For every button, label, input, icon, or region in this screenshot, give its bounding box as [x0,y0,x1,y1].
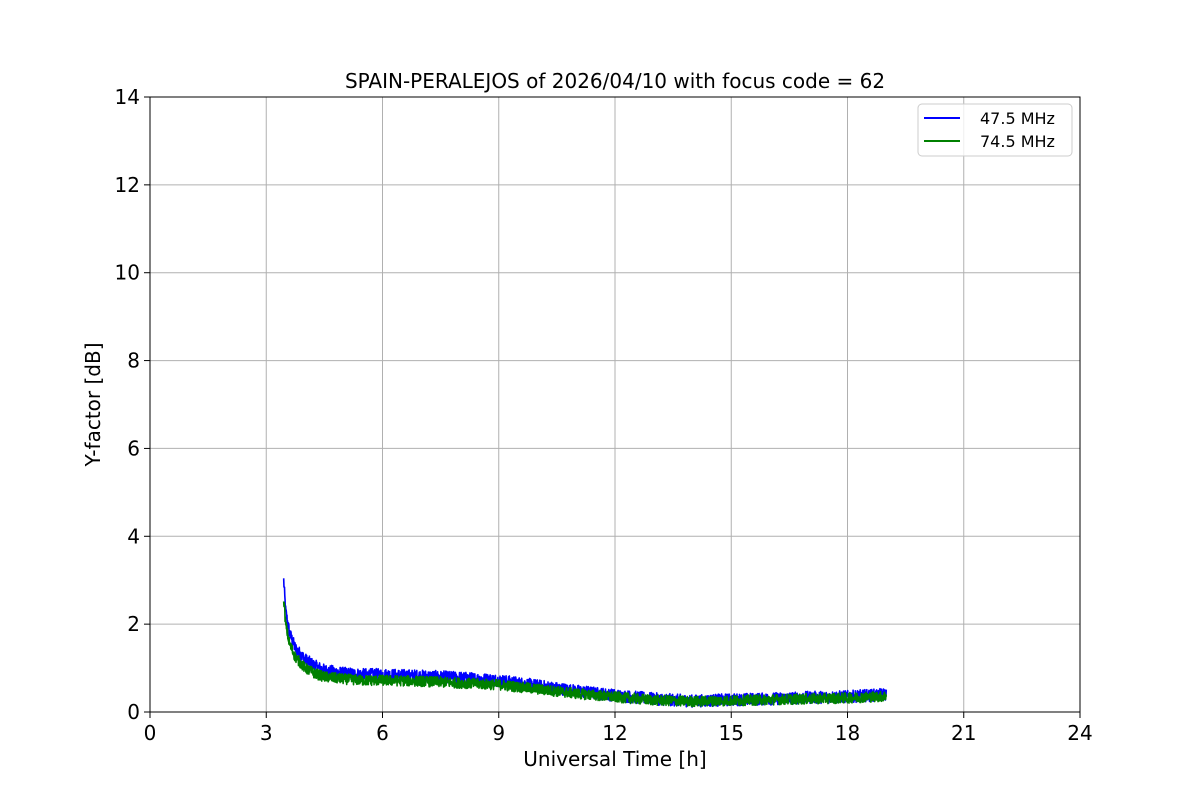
x-tick-label: 9 [492,721,505,745]
x-tick-label: 21 [951,721,976,745]
grid [149,96,1081,713]
series-line-2 [282,601,888,708]
y-tick-label: 10 [115,261,140,285]
y-tick-label: 4 [127,524,140,548]
x-tick-label: 15 [719,721,744,745]
y-tick-label: 12 [115,173,140,197]
chart-title: SPAIN-PERALEJOS of 2026/04/10 with focus… [345,69,885,93]
x-tick-label: 6 [376,721,389,745]
y-axis-label: Y-factor [dB] [81,342,105,467]
x-axis-label: Universal Time [h] [523,747,706,771]
y-tick-label: 14 [115,85,140,109]
legend-label: 74.5 MHz [980,132,1055,151]
y-tick-label: 6 [127,436,140,460]
x-tick-label: 12 [602,721,627,745]
series-line-1 [282,578,888,708]
y-tick-label: 2 [127,612,140,636]
legend: 47.5 MHz 74.5 MHz [917,103,1073,157]
x-tick-label: 24 [1067,721,1092,745]
y-tick-label: 8 [127,349,140,373]
x-tick-label: 3 [260,721,273,745]
series-lines [282,578,888,708]
legend-label: 47.5 MHz [980,109,1055,128]
x-tick-label: 0 [144,721,157,745]
x-tick-label: 18 [835,721,860,745]
y-tick-label: 0 [127,700,140,724]
